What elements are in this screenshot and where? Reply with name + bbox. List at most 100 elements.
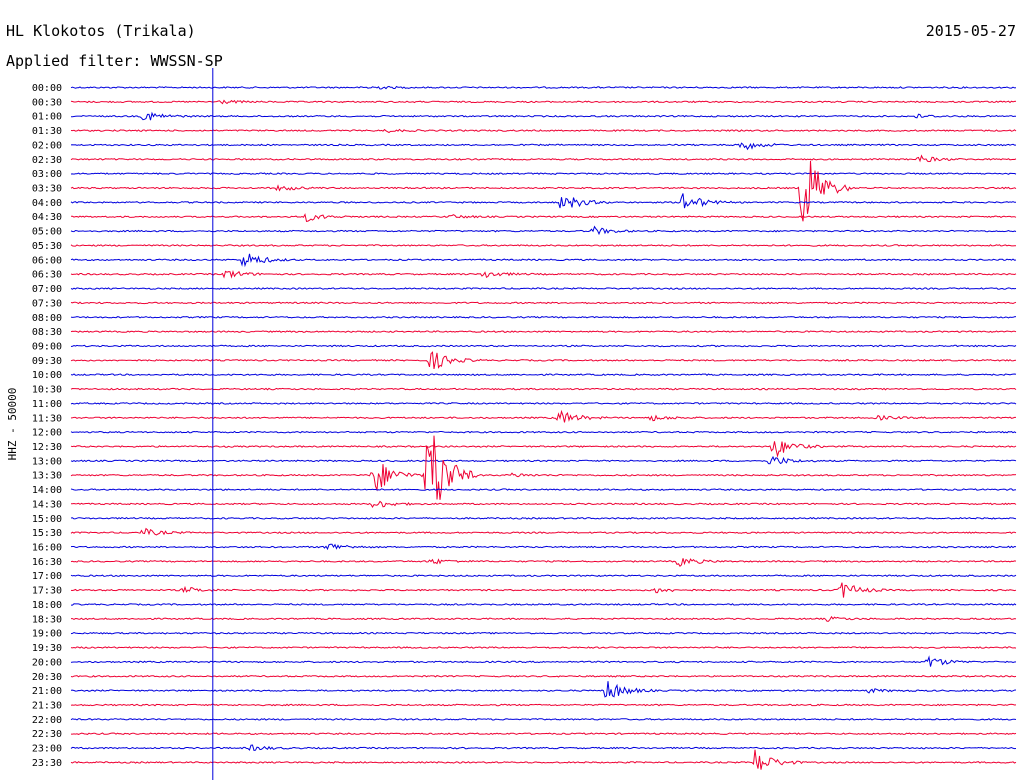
row-time-label: 10:30 xyxy=(32,385,62,396)
trace-line xyxy=(70,244,1017,247)
trace-line xyxy=(70,99,1017,105)
row-time-label: 00:00 xyxy=(32,83,62,94)
trace-line xyxy=(70,646,1017,649)
row-time-label: 08:00 xyxy=(32,313,62,324)
row-time-label: 00:30 xyxy=(32,97,62,108)
trace-line xyxy=(70,582,1017,598)
trace-line xyxy=(70,718,1017,721)
row-time-label: 12:00 xyxy=(32,428,62,439)
trace-line xyxy=(70,455,1017,465)
trace-line xyxy=(70,441,1017,458)
trace-line xyxy=(70,749,1017,770)
trace-line xyxy=(71,732,1017,736)
row-time-label: 03:00 xyxy=(32,169,62,180)
trace-line xyxy=(70,213,1017,222)
trace-line xyxy=(70,655,1017,667)
station-title: HL Klokotos (Trikala) xyxy=(6,22,196,40)
row-time-label: 04:00 xyxy=(32,198,62,209)
trace-line xyxy=(70,402,1017,405)
trace-line xyxy=(71,603,1017,606)
trace-line xyxy=(70,128,1017,134)
row-time-label: 17:30 xyxy=(32,586,62,597)
row-time-label: 12:30 xyxy=(32,442,62,453)
trace-line xyxy=(70,344,1017,348)
row-time-label: 18:00 xyxy=(32,600,62,611)
row-time-label: 07:00 xyxy=(32,284,62,295)
trace-line xyxy=(70,631,1017,635)
row-time-label: 23:30 xyxy=(32,758,62,769)
trace-line xyxy=(70,269,1017,279)
trace-line xyxy=(70,315,1017,319)
trace-line xyxy=(70,154,1017,163)
trace-line xyxy=(70,253,1017,268)
row-time-label: 20:00 xyxy=(32,657,62,668)
row-time-label: 22:00 xyxy=(32,715,62,726)
trace-line xyxy=(70,351,1017,369)
row-time-label: 07:30 xyxy=(32,298,62,309)
trace-line xyxy=(70,409,1016,423)
row-time-label: 13:30 xyxy=(32,471,62,482)
trace-line xyxy=(70,744,1017,751)
row-time-label: 14:30 xyxy=(32,499,62,510)
trace-line xyxy=(70,516,1017,520)
row-time-label: 06:30 xyxy=(32,270,62,281)
row-time-label: 05:00 xyxy=(32,227,62,238)
trace-group: 00:00 00:30 01:00 01:30 02:00 02:30 03:00 03:30… xyxy=(32,83,1017,770)
row-time-label: 18:30 xyxy=(32,614,62,625)
filter-label: Applied filter: WWSSN-SP xyxy=(6,52,223,70)
row-time-label: 10:00 xyxy=(32,370,62,381)
row-time-label: 15:30 xyxy=(32,528,62,539)
row-time-label: 16:00 xyxy=(32,543,62,554)
trace-line xyxy=(70,681,1017,698)
row-time-label: 11:30 xyxy=(32,413,62,424)
row-time-label: 02:30 xyxy=(32,155,62,166)
row-time-label: 16:30 xyxy=(32,557,62,568)
row-time-label: 01:00 xyxy=(32,112,62,123)
trace-line xyxy=(70,287,1017,290)
trace-line xyxy=(70,488,1017,491)
trace-line xyxy=(70,301,1017,305)
row-time-label: 19:00 xyxy=(32,629,62,640)
row-time-label: 15:00 xyxy=(32,514,62,525)
trace-line xyxy=(70,193,1017,209)
trace-line xyxy=(70,85,1017,90)
date-label: 2015-05-27 xyxy=(926,22,1016,40)
row-time-label: 20:30 xyxy=(32,672,62,683)
trace-line xyxy=(70,435,1017,500)
trace-line xyxy=(70,387,1017,391)
row-time-label: 22:30 xyxy=(32,729,62,740)
trace-line xyxy=(71,500,1017,508)
trace-line xyxy=(70,225,1017,236)
trace-line xyxy=(70,373,1017,377)
row-time-label: 19:30 xyxy=(32,643,62,654)
row-time-label: 09:30 xyxy=(32,356,62,367)
row-time-label: 01:30 xyxy=(32,126,62,137)
row-time-label: 04:30 xyxy=(32,212,62,223)
row-time-label: 11:00 xyxy=(32,399,62,410)
row-time-label: 14:00 xyxy=(32,485,62,496)
trace-line xyxy=(71,615,1017,622)
row-time-label: 21:00 xyxy=(32,686,62,697)
trace-line xyxy=(70,543,1017,551)
row-time-label: 02:00 xyxy=(32,140,62,151)
trace-line xyxy=(70,142,1016,151)
row-time-label: 08:30 xyxy=(32,327,62,338)
trace-line xyxy=(70,330,1017,333)
row-time-label: 17:00 xyxy=(32,571,62,582)
y-axis-label: HHZ - 50000 xyxy=(6,388,19,461)
row-time-label: 13:00 xyxy=(32,456,62,467)
trace-line xyxy=(70,674,1017,678)
trace-line xyxy=(70,430,1017,434)
trace-line xyxy=(70,574,1017,578)
row-time-label: 05:30 xyxy=(32,241,62,252)
trace-line xyxy=(70,160,1017,222)
row-time-label: 06:00 xyxy=(32,255,62,266)
row-time-label: 23:00 xyxy=(32,744,62,755)
trace-line xyxy=(70,111,1016,121)
trace-line xyxy=(70,558,1017,567)
row-time-label: 09:00 xyxy=(32,342,62,353)
row-time-label: 21:30 xyxy=(32,701,62,712)
trace-line xyxy=(70,172,1017,176)
trace-line xyxy=(70,703,1017,707)
